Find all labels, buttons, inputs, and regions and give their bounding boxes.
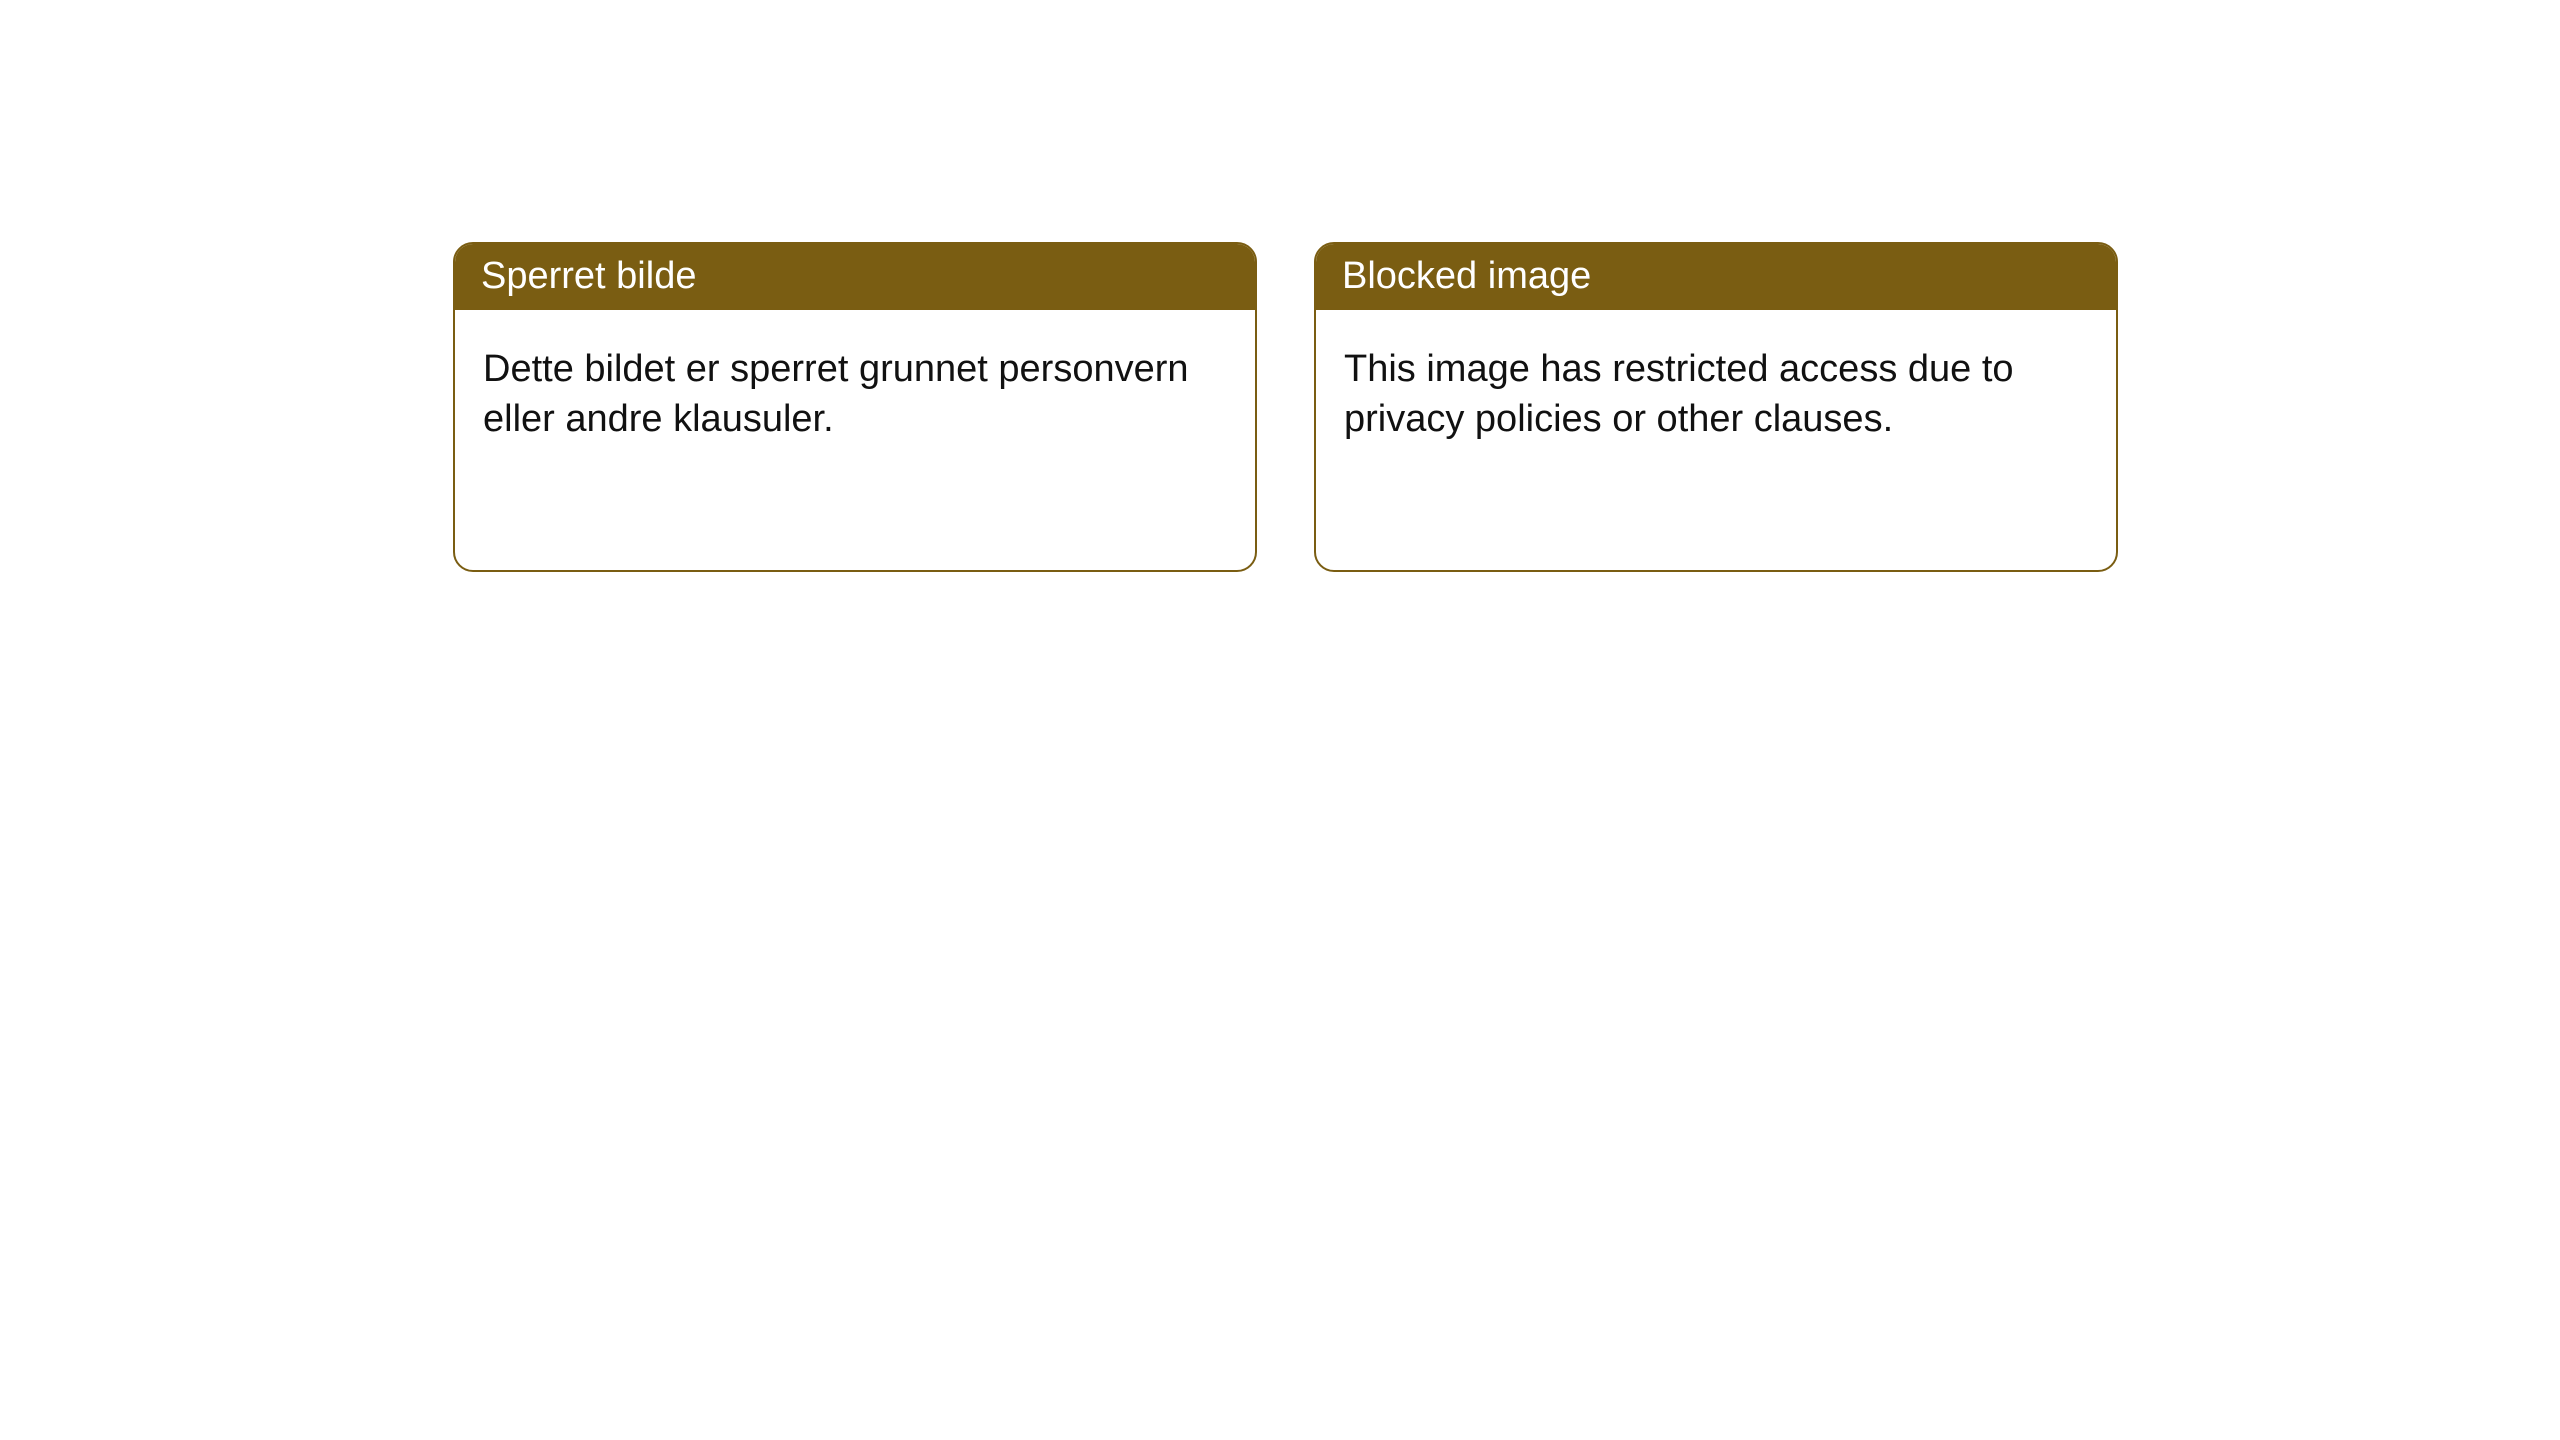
notice-body: Dette bildet er sperret grunnet personve…: [455, 310, 1255, 478]
notice-container: Sperret bilde Dette bildet er sperret gr…: [453, 242, 2118, 572]
notice-body: This image has restricted access due to …: [1316, 310, 2116, 478]
notice-header: Blocked image: [1316, 244, 2116, 310]
notice-box-english: Blocked image This image has restricted …: [1314, 242, 2118, 572]
notice-header: Sperret bilde: [455, 244, 1255, 310]
notice-box-norwegian: Sperret bilde Dette bildet er sperret gr…: [453, 242, 1257, 572]
